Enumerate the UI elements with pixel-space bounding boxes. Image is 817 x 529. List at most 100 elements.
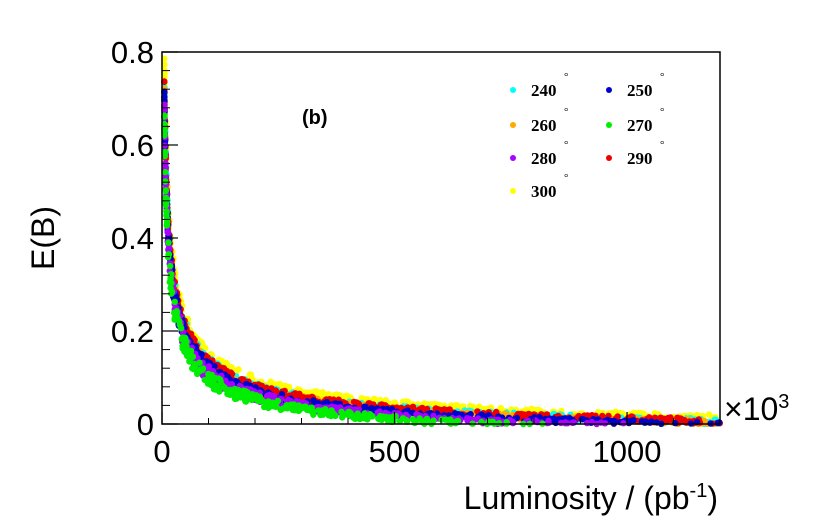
series-270 [161,112,546,428]
x-tick-label: 0 [153,434,170,469]
legend-marker [510,122,516,128]
data-point [430,412,437,420]
data-point [315,407,322,414]
data-point [663,417,671,424]
legend-marker [510,155,516,161]
data-point [240,387,247,394]
data-point [557,419,565,427]
axes [161,51,721,425]
legend: 240 ° 250 ° 260 ° 270 ° 280 ° 290 ° 300 ° [510,71,664,201]
data-point [228,381,235,388]
data-point [216,376,224,383]
data-point [382,397,389,404]
data-point [657,414,664,421]
legend-marker [606,155,612,161]
data-point [199,365,207,372]
data-point [189,353,197,360]
degree-symbol: ° [564,139,568,151]
y-tick-label: 0 [137,407,154,442]
y-tick-label: 0.2 [111,314,154,349]
x-axis-multiplier: ×103 [724,391,789,427]
x-axis-title: Luminosity / (pb-1) [464,480,718,516]
data-point [161,132,168,139]
panel-label: (b) [302,107,328,129]
y-tick-label: 0.8 [111,35,154,70]
data-point [273,399,280,406]
x-tick-label: 500 [369,434,421,469]
data-point [167,275,174,282]
legend-label: 240 [531,81,557,100]
data-point [628,417,635,425]
legend-label: 270 [627,116,653,135]
data-point [283,402,290,409]
degree-symbol: ° [564,172,568,184]
legend-item-270: 270 ° [606,106,664,135]
data-point [191,362,199,370]
data-point [545,417,552,424]
data-point [259,397,266,405]
data-point [292,390,299,397]
data-point [611,418,618,425]
legend-item-290: 290 ° [606,139,664,168]
data-point [298,405,305,412]
y-axis-title: E(B) [25,206,61,270]
data-point [678,418,685,425]
data-point [171,298,178,305]
data-point [419,404,426,412]
data-point [399,415,407,422]
data-point [242,398,250,405]
data-point [211,363,218,370]
data-point [419,418,426,425]
data-point [176,321,184,329]
data-point [224,390,231,398]
degree-symbol: ° [660,139,664,151]
data-point [564,420,571,427]
data-point [213,383,221,390]
data-point [231,390,239,397]
legend-item-250: 250 ° [606,71,664,100]
degree-symbol: ° [660,106,664,118]
data-point [194,370,201,377]
data-point [161,152,168,160]
data-point [161,61,168,68]
legend-label: 260 [531,116,557,135]
data-point [196,359,203,366]
legend-label: 280 [531,149,557,168]
data-point [265,402,272,409]
data-point [328,407,335,414]
legend-item-240: 240 ° [510,71,568,100]
data-point [380,413,387,421]
y-tick-label: 0.4 [111,221,154,256]
data-point [672,419,679,427]
data-point [163,208,170,215]
data-point [168,290,175,297]
tick-labels: 0 0.2 0.4 0.6 0.8 0 500 1000 [111,35,662,469]
data-point [266,391,273,399]
data-point [550,415,557,422]
data-point [162,187,170,194]
data-point [351,415,359,422]
data-point [165,239,172,246]
data-point [161,120,168,128]
data-point [453,402,461,409]
data-point [291,407,298,414]
data-point [167,262,174,270]
degree-symbol: ° [564,106,568,118]
data-point [705,411,713,418]
data-point [509,419,517,427]
legend-item-280: 280 ° [510,139,568,168]
legend-marker [606,122,612,128]
data-point [179,334,186,341]
data-point [249,393,257,400]
data-point [390,415,397,422]
data-point [323,398,330,406]
data-point [231,395,239,402]
data-point [167,285,174,292]
data-point [354,410,361,417]
data-point [638,418,646,425]
x-tick-label: 1000 [593,434,662,469]
legend-item-260: 260 ° [510,106,568,135]
data-point [299,394,307,401]
